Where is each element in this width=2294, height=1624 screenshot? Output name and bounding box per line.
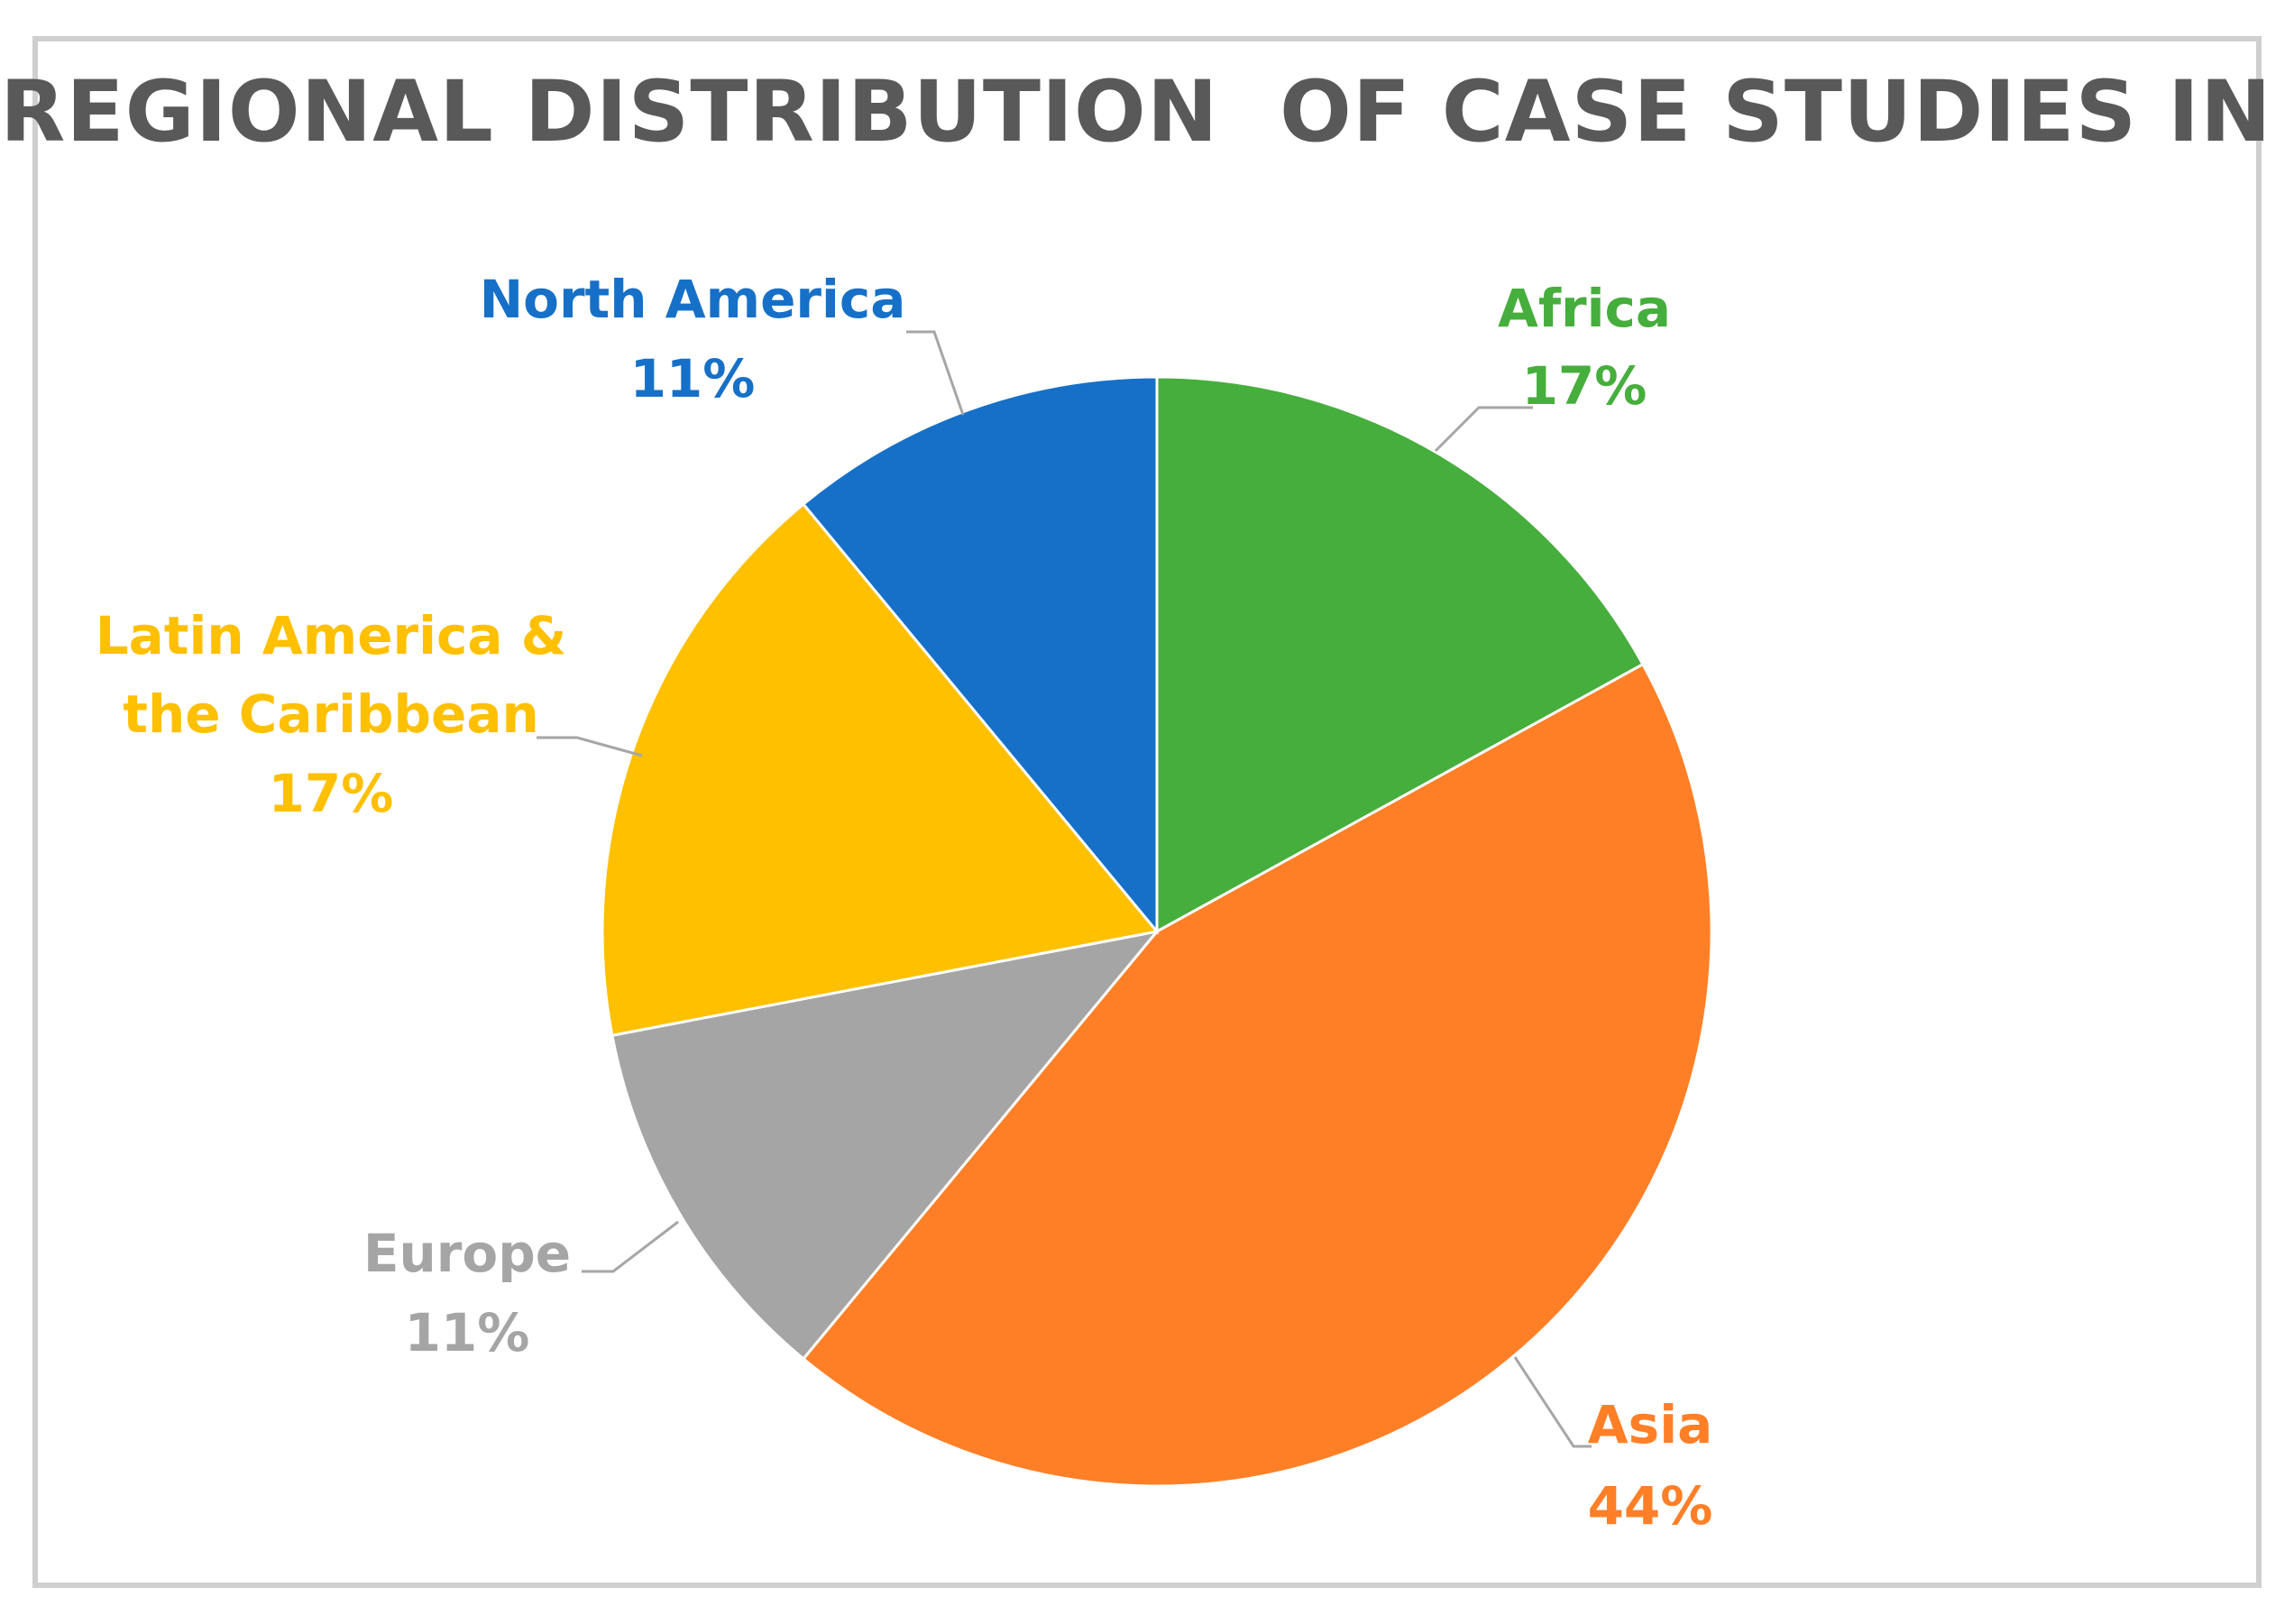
leader-lines — [537, 330, 1592, 1448]
slice-category-label: Europe — [363, 1223, 571, 1284]
slice-value-label: 17% — [1522, 355, 1647, 417]
slice-value-label: 17% — [269, 763, 394, 824]
slice-value-label: 11% — [630, 348, 756, 409]
slice-category-label: Asia — [1588, 1394, 1712, 1455]
slice-category-label: Latin America & — [96, 605, 567, 666]
pie-slice-asia — [801, 662, 1713, 1488]
chart-title: REGIONAL DISTRIBUTION OF CASE STUDIES IN… — [0, 63, 2294, 161]
leader-line — [537, 736, 643, 757]
slice-value-label: 44% — [1588, 1475, 1713, 1537]
leader-line — [906, 330, 965, 416]
pie-slice-africa — [1155, 375, 1645, 934]
leader-line — [582, 1220, 679, 1273]
slice-labels: Africa 17% Asia 44% Europe 11% Latin America &… — [96, 269, 1713, 1537]
slice-category-label: North America — [480, 269, 906, 330]
pie-slices — [601, 375, 1713, 1488]
pie-slice-latin-america-the-caribbean — [601, 502, 1160, 1037]
slice-category-label: the Caribbean — [123, 684, 539, 745]
leader-line — [1434, 406, 1533, 453]
pie-slice-north-america — [801, 375, 1159, 936]
slice-value-label: 11% — [405, 1302, 530, 1363]
pie-slice-europe — [610, 929, 1161, 1361]
leader-line — [1513, 1356, 1592, 1448]
slice-category-label: Africa — [1498, 278, 1671, 339]
